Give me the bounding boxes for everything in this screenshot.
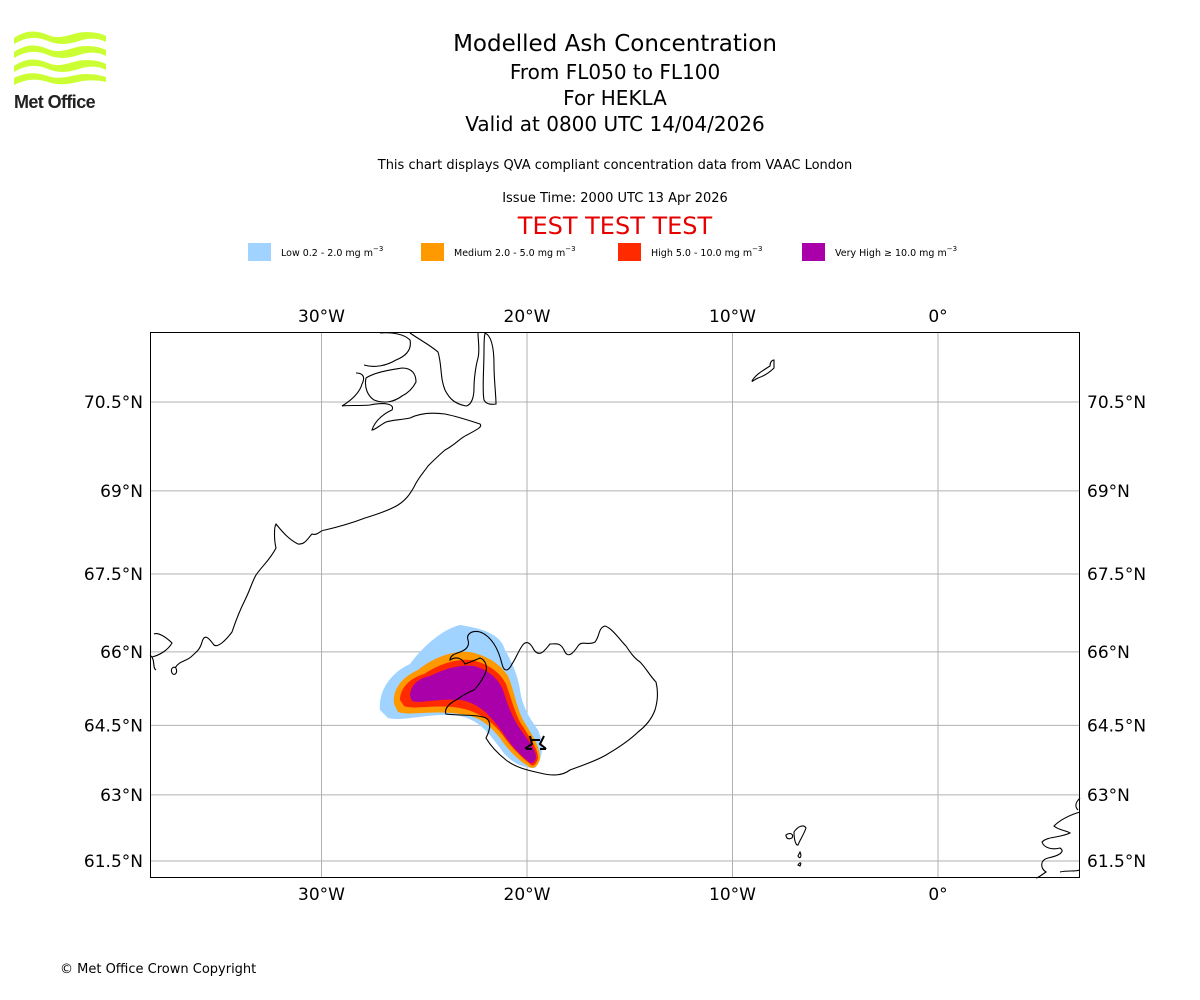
coastline-greenland-south	[149, 654, 178, 675]
lon-tick-label-bottom: 0°	[928, 885, 947, 905]
lat-tick-label-right: 61.5°N	[1087, 852, 1146, 872]
legend-item-medium: Medium 2.0 - 5.0 mg m−3	[421, 243, 576, 261]
lat-tick-label-left: 61.5°N	[84, 852, 143, 872]
lat-tick-label-right: 70.5°N	[1087, 393, 1146, 413]
legend-item-very-high: Very High ≥ 10.0 mg m−3	[802, 243, 957, 261]
legend-swatch	[421, 243, 444, 261]
legend-label: Low 0.2 - 2.0 mg m−3	[281, 245, 384, 259]
legend-label: Very High ≥ 10.0 mg m−3	[835, 245, 958, 259]
legend-item-high: High 5.0 - 10.0 mg m−3	[618, 243, 763, 261]
coastline-jan-mayen	[751, 359, 775, 382]
lat-tick-label-left: 66°N	[100, 643, 143, 663]
legend-swatch	[802, 243, 825, 261]
lat-tick-label-right: 67.5°N	[1087, 565, 1146, 585]
test-banner: TEST TEST TEST	[517, 212, 713, 240]
lat-tick-label-right: 63°N	[1087, 786, 1130, 806]
title-volcano: For HEKLA	[563, 86, 667, 110]
lon-tick-label-bottom: 30°W	[298, 885, 345, 905]
volcano-icon[interactable]	[524, 735, 547, 750]
legend: Low 0.2 - 2.0 mg m−3 Medium 2.0 - 5.0 mg…	[0, 243, 1200, 265]
lon-tick-label-top: 20°W	[504, 307, 551, 327]
coastline-norway	[1035, 797, 1081, 879]
lon-tick-label-top: 0°	[928, 307, 947, 327]
map-frame	[150, 332, 1080, 878]
title-main: Modelled Ash Concentration	[453, 31, 777, 57]
coastline-greenland	[151, 332, 497, 669]
lat-tick-label-left: 69°N	[100, 482, 143, 502]
lat-tick-label-left: 70.5°N	[84, 393, 143, 413]
graticule	[150, 332, 1080, 877]
plume-very-high	[410, 665, 537, 764]
issue-time: Issue Time: 2000 UTC 13 Apr 2026	[502, 191, 728, 206]
lat-tick-label-right: 64.5°N	[1087, 716, 1146, 736]
lat-tick-label-right: 69°N	[1087, 482, 1130, 502]
lon-tick-label-bottom: 10°W	[709, 885, 756, 905]
coastline-faroe-islands	[785, 825, 807, 867]
title-valid-time: Valid at 0800 UTC 14/04/2026	[465, 112, 765, 136]
lat-tick-label-left: 64.5°N	[84, 716, 143, 736]
coastline-iceland	[444, 625, 658, 776]
legend-swatch	[618, 243, 641, 261]
axis-labels: 30°W 30°W 20°W 20°W 10°W 10°W 0° 0° 70.5°N 70.5°N…	[84, 307, 1146, 905]
lon-tick-label-bottom: 20°W	[504, 885, 551, 905]
met-office-logo: Met Office	[14, 30, 106, 112]
subtitle: This chart displays QVA compliant concen…	[377, 158, 853, 173]
title-flight-levels: From FL050 to FL100	[509, 60, 721, 84]
legend-swatch	[248, 243, 271, 261]
legend-label: Medium 2.0 - 5.0 mg m−3	[454, 245, 576, 259]
coastlines	[149, 332, 1081, 879]
lat-tick-label-left: 67.5°N	[84, 565, 143, 585]
lat-tick-label-left: 63°N	[100, 786, 143, 806]
copyright-footer: © Met Office Crown Copyright	[60, 962, 257, 977]
lon-tick-label-top: 10°W	[709, 307, 756, 327]
lon-tick-label-top: 30°W	[298, 307, 345, 327]
legend-label: High 5.0 - 10.0 mg m−3	[651, 245, 763, 259]
chart-title: Modelled Ash Concentration From FL050 to…	[0, 30, 1200, 137]
logo-text: Met Office	[14, 92, 96, 112]
met-office-waves-icon	[14, 31, 106, 85]
legend-item-low: Low 0.2 - 2.0 mg m−3	[248, 243, 383, 261]
lat-tick-label-right: 66°N	[1087, 643, 1130, 663]
